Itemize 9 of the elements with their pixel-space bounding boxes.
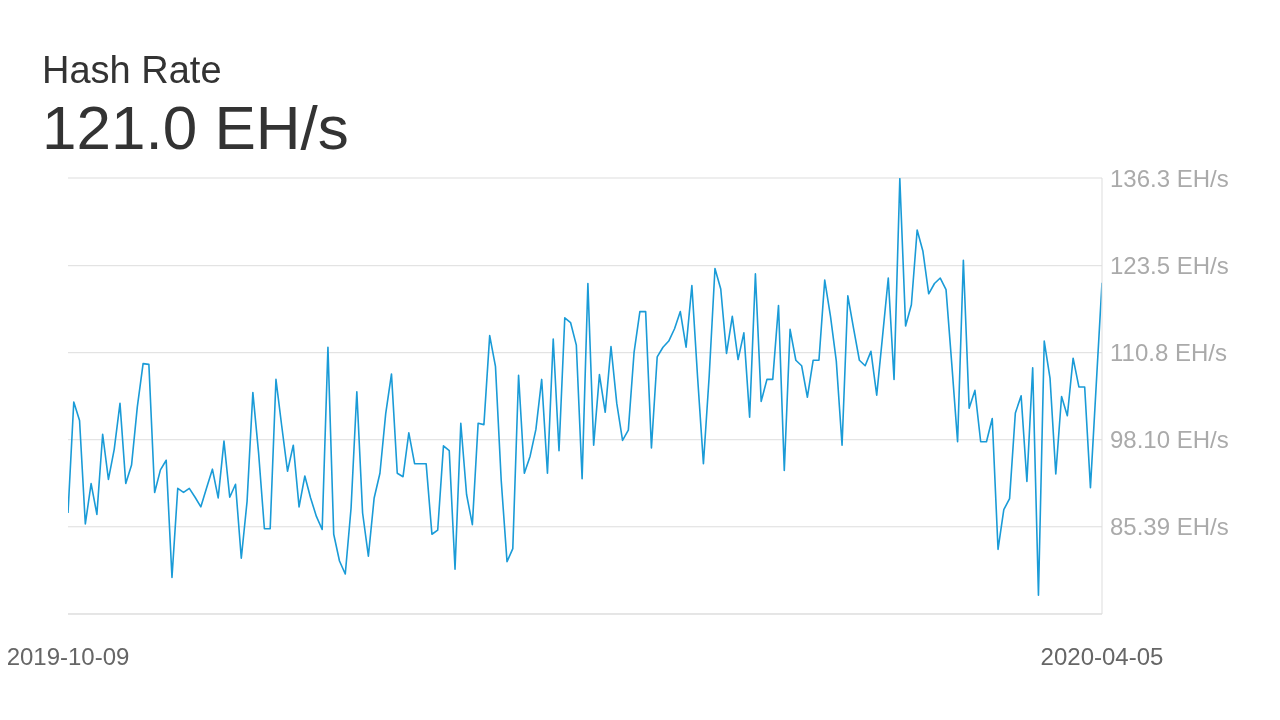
x-tick-label: 2020-04-05 — [1040, 643, 1164, 671]
y-tick-label: 123.5 EH/s — [1110, 252, 1229, 280]
x-tick-label: 2019-10-09 — [6, 643, 130, 671]
chart-subtitle: 121.0 EH/s — [42, 92, 350, 164]
y-tick-label: 98.10 EH/s — [1110, 426, 1229, 454]
y-tick-label: 136.3 EH/s — [1110, 164, 1229, 192]
y-tick-label: 85.39 EH/s — [1110, 513, 1229, 541]
chart-title: Hash Rate — [42, 48, 223, 92]
y-tick-label: 110.8 EH/s — [1110, 339, 1227, 367]
